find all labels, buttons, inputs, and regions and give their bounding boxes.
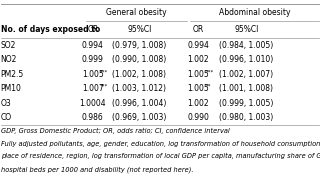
Text: CO: CO (1, 113, 12, 122)
Text: 1.002: 1.002 (188, 99, 209, 108)
Text: No. of days exposed to: No. of days exposed to (1, 25, 100, 34)
Text: (0.979, 1.008): (0.979, 1.008) (112, 41, 166, 50)
Text: 95%CI: 95%CI (127, 25, 151, 34)
Text: PM2.5: PM2.5 (1, 70, 24, 79)
Text: Fully adjusted pollutants, age, gender, education, log transformation of househo: Fully adjusted pollutants, age, gender, … (1, 141, 320, 147)
Text: (0.999, 1.005): (0.999, 1.005) (219, 99, 274, 108)
Text: 0.999: 0.999 (82, 55, 104, 64)
Text: 1.005: 1.005 (188, 84, 209, 93)
Text: ***: *** (100, 69, 108, 74)
Text: General obesity: General obesity (107, 8, 167, 17)
Text: 0.994: 0.994 (82, 41, 104, 50)
Text: 1.005: 1.005 (82, 70, 104, 79)
Text: **: ** (206, 84, 211, 89)
Text: (0.996, 1.004): (0.996, 1.004) (112, 99, 166, 108)
Text: 1.002: 1.002 (188, 55, 209, 64)
Text: ***: *** (206, 69, 214, 74)
Text: (0.996, 1.010): (0.996, 1.010) (219, 55, 274, 64)
Text: ***: *** (100, 84, 108, 89)
Text: PM10: PM10 (1, 84, 21, 93)
Text: (1.002, 1.007): (1.002, 1.007) (219, 70, 274, 79)
Text: 1.0004: 1.0004 (79, 99, 106, 108)
Text: GDP, Gross Domestic Product; OR, odds ratio; CI, confidence interval: GDP, Gross Domestic Product; OR, odds ra… (1, 128, 229, 134)
Text: 1.007: 1.007 (82, 84, 104, 93)
Text: 0.986: 0.986 (82, 113, 104, 122)
Text: Abdominal obesity: Abdominal obesity (219, 8, 291, 17)
Text: 0.990: 0.990 (188, 113, 209, 122)
Text: hospital beds per 1000 and disability (not reported here).: hospital beds per 1000 and disability (n… (1, 166, 193, 173)
Text: NO2: NO2 (1, 55, 17, 64)
Text: (1.002, 1.008): (1.002, 1.008) (112, 70, 166, 79)
Text: (0.980, 1.003): (0.980, 1.003) (219, 113, 274, 122)
Text: SO2: SO2 (1, 41, 16, 50)
Text: (1.003, 1.012): (1.003, 1.012) (112, 84, 166, 93)
Text: (0.969, 1.003): (0.969, 1.003) (112, 113, 166, 122)
Text: 95%CI: 95%CI (234, 25, 259, 34)
Text: (1.001, 1.008): (1.001, 1.008) (220, 84, 273, 93)
Text: (0.990, 1.008): (0.990, 1.008) (112, 55, 166, 64)
Text: OR: OR (193, 25, 204, 34)
Text: 0.994: 0.994 (188, 41, 209, 50)
Text: place of residence, region, log transformation of local GDP per capita, manufact: place of residence, region, log transfor… (1, 153, 320, 159)
Text: (0.984, 1.005): (0.984, 1.005) (219, 41, 274, 50)
Text: OR: OR (87, 25, 99, 34)
Text: 1.005: 1.005 (188, 70, 209, 79)
Text: O3: O3 (1, 99, 12, 108)
